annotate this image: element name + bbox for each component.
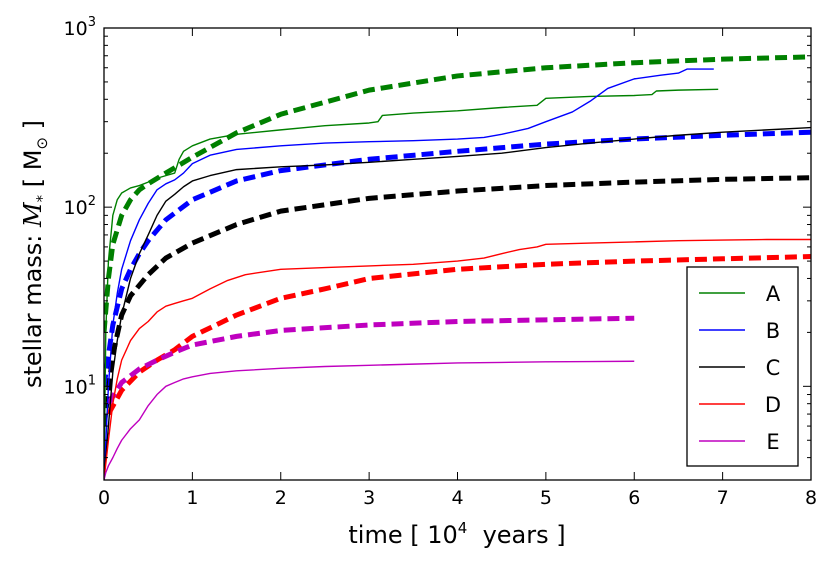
series-line-b <box>104 68 714 480</box>
x-tick-label: 4 <box>451 487 463 509</box>
dashed-line-b <box>104 129 811 387</box>
legend-label-c: C <box>766 356 781 380</box>
legend-label-b: B <box>766 319 780 343</box>
x-tick-label: 2 <box>275 487 287 509</box>
dashed-line-c <box>104 175 811 427</box>
legend-label-a: A <box>766 282 781 306</box>
dashed-line-d <box>106 254 811 416</box>
series-line-c <box>104 126 811 480</box>
y-tick-label: 102 <box>64 194 96 219</box>
legend-label-e: E <box>766 430 779 454</box>
x-tick-label: 6 <box>628 487 640 509</box>
axis-layer: 0 1 2 3 4 5 6 7 8 101 102 103 <box>64 15 818 509</box>
dashed-line-e <box>106 315 635 406</box>
x-axis-title: time [ 104 years ] <box>348 519 565 549</box>
x-tick-label: 0 <box>98 487 110 509</box>
dashed-line-a <box>104 54 811 333</box>
y-axis-title: stellar mass: M* [ M⊙ ] <box>19 120 51 388</box>
x-tick-label: 5 <box>540 487 552 509</box>
series-line-e <box>104 360 635 480</box>
y-tick-label: 101 <box>64 373 96 398</box>
legend-label-d: D <box>765 393 781 417</box>
x-tick-label: 8 <box>805 487 817 509</box>
series-layer <box>104 54 811 480</box>
series-line-a <box>104 88 719 480</box>
x-tick-label: 7 <box>717 487 729 509</box>
x-tick-label: 1 <box>186 487 198 509</box>
y-tick-label: 103 <box>64 15 96 40</box>
x-tick-label: 3 <box>363 487 375 509</box>
series-line-d <box>104 238 811 480</box>
